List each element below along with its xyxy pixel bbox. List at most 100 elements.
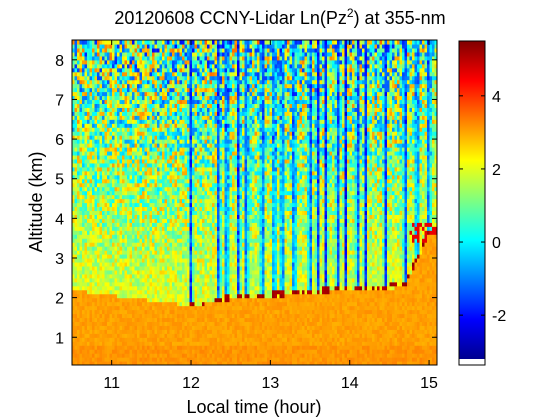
heatmap-cell [177,230,181,235]
heatmap-cell [112,265,116,271]
heatmap-cell [184,40,188,45]
heatmap-cell [102,127,106,132]
heatmap-cell [222,250,226,255]
heatmap-cell [149,293,153,299]
heatmap-cell [74,333,78,338]
heatmap-cell [192,250,196,255]
heatmap-cell [179,95,183,101]
heatmap-cell [179,321,183,326]
heatmap-cell [139,210,143,215]
heatmap-cell [182,285,186,291]
heatmap-cell [77,337,81,342]
heatmap-cell [162,242,166,247]
heatmap-cell [147,361,151,365]
heatmap-cell [97,261,101,267]
heatmap-cell [132,361,136,365]
heatmap-cell [217,79,221,85]
heatmap-cell [127,147,131,152]
heatmap-cell [172,349,176,354]
heatmap-cell [174,218,178,223]
heatmap-cell [119,250,123,255]
heatmap-cell [192,202,196,208]
heatmap-cell [137,254,141,259]
heatmap-cell [199,162,203,168]
heatmap-cell [84,345,88,350]
heatmap-cell [192,87,196,93]
heatmap-cell [204,147,208,152]
heatmap-cell [187,273,191,279]
heatmap-cell [152,95,156,101]
heatmap-cell [162,238,166,243]
heatmap-cell [119,63,123,69]
heatmap-cell [84,123,88,128]
heatmap-cell [112,357,116,362]
heatmap-cell [124,131,128,136]
heatmap-cell [162,206,166,212]
heatmap-cell [134,162,138,168]
heatmap-cell [187,127,191,132]
heatmap-cell [114,83,118,89]
heatmap-cell [194,305,198,311]
heatmap-cell [102,277,106,283]
heatmap-cell [114,246,118,251]
heatmap-cell [137,174,141,180]
heatmap-cell [94,273,98,279]
heatmap-cell [109,147,113,152]
heatmap-cell [204,131,208,136]
heatmap-cell [184,186,188,192]
heatmap-cell [129,238,133,243]
heatmap-cell [77,87,81,93]
heatmap-cell [89,154,93,160]
heatmap-cell [167,333,171,338]
heatmap-cell [204,99,208,105]
heatmap-cell [194,246,198,251]
heatmap-cell [79,214,83,219]
heatmap-cell [164,158,168,164]
heatmap-cell [92,131,96,136]
heatmap-cell [169,261,173,267]
heatmap-cell [157,309,161,315]
heatmap-cell [84,194,88,200]
heatmap-cell [87,305,91,311]
heatmap-cell [169,250,173,255]
heatmap-cell [147,135,151,140]
heatmap-cell [139,206,143,212]
heatmap-cell [217,119,221,124]
heatmap-cell [157,166,161,172]
heatmap-cell [92,257,96,263]
heatmap-cell [112,250,116,255]
heatmap-cell [112,59,116,65]
heatmap-cell [152,273,156,279]
heatmap-cell [172,178,176,184]
heatmap-cell [102,162,106,168]
heatmap-cell [149,289,153,295]
heatmap-cell [169,321,173,326]
heatmap-cell [89,79,93,85]
heatmap-cell [117,147,121,152]
heatmap-cell [152,345,156,350]
heatmap-cell [144,107,148,112]
heatmap-cell [129,349,133,354]
heatmap-cell [92,250,96,255]
heatmap-cell [82,186,86,192]
heatmap-cell [112,119,116,124]
heatmap-cell [189,246,193,251]
heatmap-cell [127,127,131,132]
heatmap-cell [184,202,188,208]
heatmap-cell [132,190,136,196]
heatmap-cell [107,194,111,200]
heatmap-cell [119,357,123,362]
heatmap-cell [114,154,118,160]
heatmap-cell [132,325,136,330]
heatmap-cell [132,273,136,279]
heatmap-cell [109,103,113,108]
heatmap-cell [117,43,121,49]
heatmap-cell [212,218,216,223]
heatmap-cell [202,234,206,239]
heatmap-cell [72,182,76,188]
heatmap-cell [192,55,196,61]
heatmap-cell [164,55,168,61]
heatmap-cell [169,285,173,291]
heatmap-cell [157,158,161,164]
heatmap-cell [192,143,196,148]
